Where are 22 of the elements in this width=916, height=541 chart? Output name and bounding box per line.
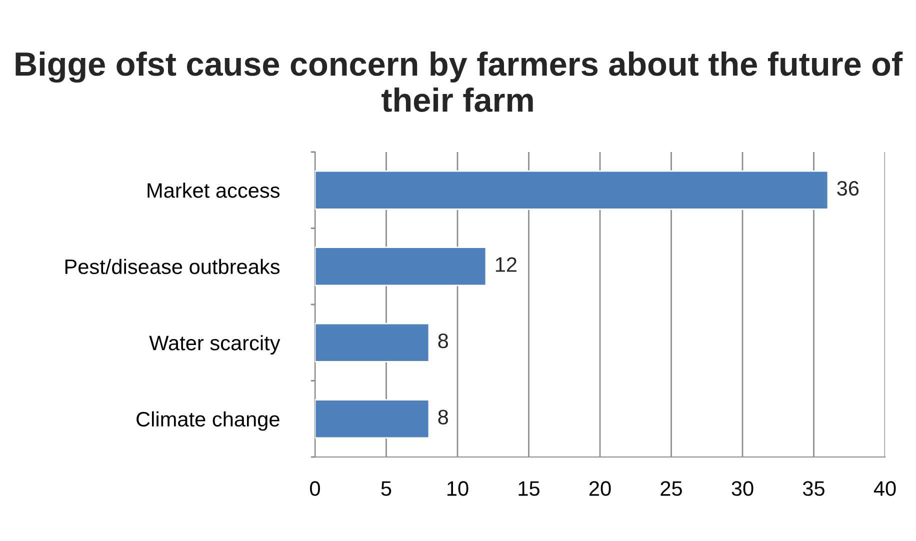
y-tick-label: Market access <box>148 182 280 198</box>
data-label: 8 <box>438 333 448 348</box>
y-tick-label: Pest/disease outbreaks <box>65 258 280 274</box>
x-tick-label: 30 <box>732 481 754 496</box>
x-tick-label: 0 <box>310 481 320 496</box>
x-tick-label: 20 <box>589 481 611 496</box>
x-tick-label: 35 <box>802 481 824 496</box>
data-label: 12 <box>496 257 516 272</box>
bar <box>315 399 430 439</box>
data-label: 8 <box>438 410 448 424</box>
bar <box>315 322 430 362</box>
x-tick-label: 40 <box>874 481 896 496</box>
x-tick-label: 25 <box>660 481 682 496</box>
data-label: 36 <box>837 180 859 196</box>
chart-title: Bigge ofst cause concern by farmers about the future of their farm <box>16 51 903 112</box>
x-tick-label: 10 <box>448 481 468 496</box>
x-tick-label: 15 <box>518 481 540 496</box>
bar <box>315 170 829 210</box>
bar <box>315 246 487 286</box>
y-tick-label: Climate change <box>136 411 280 431</box>
y-tick-label: Water scarcity <box>149 335 280 354</box>
x-tick-label: 5 <box>381 481 392 496</box>
